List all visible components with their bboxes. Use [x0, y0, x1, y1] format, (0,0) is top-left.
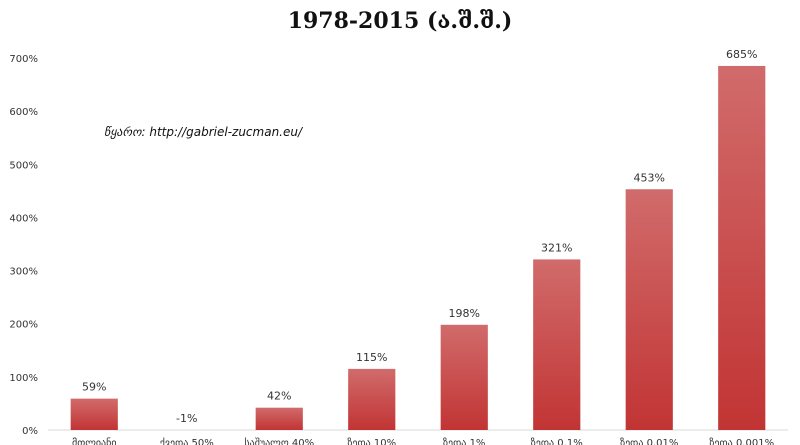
data-labels: 59% -1% 42% 115% 198% 321% 453% 685% [82, 48, 757, 425]
data-label: -1% [176, 412, 197, 425]
y-tick-label: 0% [22, 426, 38, 437]
y-tick-label: 300% [9, 267, 38, 278]
data-label: 685% [726, 48, 757, 61]
y-tick-label: 200% [9, 320, 38, 331]
chart-title: 1978-2015 (ა.შ.შ.) [287, 8, 513, 34]
y-tick-label: 600% [9, 107, 38, 118]
bar [718, 65, 766, 430]
category-label: ზედა 0.01% [620, 437, 678, 445]
bar [348, 368, 396, 430]
y-tick-label: 700% [9, 54, 38, 65]
y-tick-label: 400% [9, 213, 38, 224]
data-label: 321% [541, 241, 572, 254]
bar [533, 259, 581, 430]
category-label: მთლიანი [72, 437, 117, 445]
data-label: 59% [82, 381, 106, 394]
category-label: საშუალო 40% [244, 437, 314, 445]
data-label: 453% [634, 171, 665, 184]
category-label: ზედა 0.1% [531, 437, 583, 445]
category-label: ზედა 1% [443, 437, 485, 445]
bar [255, 407, 303, 430]
bar [440, 324, 488, 430]
data-label: 198% [449, 307, 480, 320]
bar [625, 189, 673, 430]
bar [70, 398, 118, 430]
data-label: 115% [356, 351, 387, 364]
y-tick-label: 500% [9, 160, 38, 171]
category-label: ზედა 0.001% [709, 437, 774, 445]
y-tick-label: 100% [9, 373, 38, 384]
category-label: ზედა 10% [347, 437, 396, 445]
category-label: ქვედა 50% [160, 437, 214, 445]
x-axis: მთლიანი ქვედა 50% საშუალო 40% ზედა 10% ზედა … [72, 437, 774, 445]
source-note: წყარო: http://gabriel-zucman.eu/ [104, 125, 303, 139]
bars [70, 65, 766, 430]
data-label: 42% [267, 390, 291, 403]
